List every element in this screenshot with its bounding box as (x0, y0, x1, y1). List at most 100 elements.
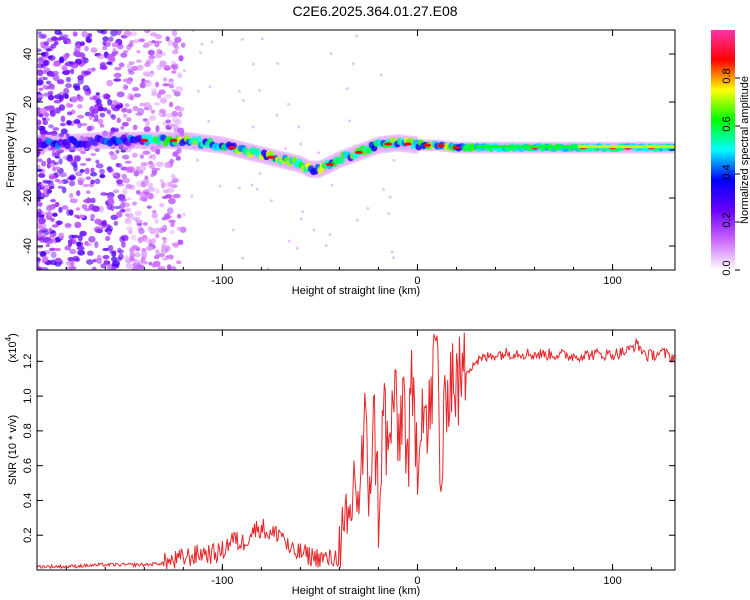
spectrogram-noise-cell (49, 233, 55, 238)
spectrogram-noise-cell (49, 247, 56, 251)
spectrogram-noise-cell (101, 191, 106, 196)
spectrogram-noise-cell (90, 47, 98, 53)
spectrogram-noise-cell (63, 87, 70, 95)
spectrogram-noise-cell (90, 217, 95, 222)
spectrogram-noise-cell (95, 159, 100, 164)
spectrogram-noise-cell (150, 145, 156, 152)
spectrogram-noise-cell (164, 94, 172, 99)
spectrogram-noise-cell (175, 260, 182, 265)
spectrogram-noise-cell (48, 175, 56, 180)
spectrogram-noise-cell (157, 253, 165, 258)
spectrogram-noise-cell (160, 181, 166, 189)
spectrogram-noise-cell (102, 130, 109, 137)
spectrogram-noise-cell (83, 198, 92, 204)
spectrogram-noise-cell (91, 266, 97, 270)
spectrogram-noise-cell (129, 39, 135, 45)
spectrogram-noise-cell (146, 73, 155, 77)
spectrogram-noise-cell (126, 79, 132, 85)
spectrogram-noise-cell (180, 42, 186, 48)
spectrogram-noise-cell (121, 147, 129, 151)
spectrogram-noise-cell (172, 151, 178, 157)
snr-scale-close: ) (7, 333, 19, 337)
spectrogram-noise-cell (60, 122, 66, 127)
spectrogram-band-cell (530, 145, 535, 149)
spectrogram-noise-cell (72, 238, 77, 245)
spectrogram-noise-cell (79, 169, 85, 173)
spectrogram-noise-cell (154, 255, 160, 260)
spectrogram-noise-cell (37, 257, 41, 262)
spectrogram-noise-cell (139, 102, 146, 107)
spectrogram-noise-cell (113, 220, 119, 226)
spectrogram-noise-cell (138, 38, 146, 43)
spectrogram-noise-cell (98, 205, 105, 213)
spectrogram-noise-cell (65, 76, 72, 83)
spectrogram-noise-cell (65, 102, 72, 108)
spectrogram-noise-cell (170, 64, 177, 69)
spectrogram-noise-cell (136, 64, 144, 71)
spectrogram-noise-cell (143, 42, 149, 47)
spectrogram-noise-cell (68, 146, 76, 153)
spectrogram-band-cell (647, 145, 652, 149)
spectrogram-band-cell (604, 145, 609, 149)
spectrogram-noise-cell (37, 62, 44, 69)
spectrogram-noise-cell (167, 181, 174, 188)
spectrogram-noise-cell (116, 179, 123, 185)
spectrogram-band-cell (522, 145, 527, 149)
spectrogram-noise-cell (148, 261, 153, 266)
spectrogram-noise-cell (97, 118, 104, 125)
spectrogram-noise-cell (37, 203, 43, 208)
spectrogram-noise-cell (133, 259, 140, 264)
spectrogram-noise-cell (134, 210, 142, 217)
spectrogram-band-cell (561, 145, 566, 149)
spectrogram-noise-cell (165, 36, 170, 42)
snr-y-tick-label: 0.8 (22, 423, 34, 438)
spectrogram-noise-cell (58, 31, 63, 36)
spectrogram-noise-cell (130, 31, 137, 37)
spectrogram-noise-cell (164, 65, 170, 70)
spectrogram-noise-cell (102, 36, 109, 42)
spectrogram-band-cell (667, 145, 672, 149)
spectrogram-noise-cell (242, 98, 246, 102)
spectrogram-noise-cell (162, 189, 170, 194)
spectrogram-noise-cell (41, 51, 46, 57)
spectrogram-noise-cell (114, 128, 119, 133)
spectrogram-noise-cell (118, 62, 125, 68)
spectrogram-band-cell (569, 145, 574, 149)
spectrogram-noise-cell (47, 104, 55, 110)
spectrogram-band-cell (573, 145, 578, 149)
spectrogram-noise-cell (129, 252, 136, 259)
spectrogram-noise-cell (113, 72, 122, 78)
spectrogram-noise-cell (154, 102, 161, 106)
spectrogram-noise-cell (129, 95, 134, 101)
spectrogram-band-cell (475, 145, 480, 149)
spectrogram-noise-cell (392, 158, 396, 162)
spectrogram-noise-cell (164, 245, 171, 252)
spectrogram-noise-cell (64, 266, 73, 270)
spectrogram-noise-cell (125, 217, 131, 223)
spectrogram-noise-cell (154, 41, 160, 48)
spectrogram-noise-cell (297, 125, 301, 129)
spectrogram-noise-cell (151, 88, 158, 94)
spectrogram-noise-cell (76, 190, 81, 197)
spectrogram-noise-cell (145, 245, 154, 251)
spectrogram-band-cell (675, 145, 679, 148)
spectrogram-noise-cell (139, 154, 145, 159)
spectrogram-noise-cell (330, 183, 334, 187)
spectrogram-noise-cell (149, 173, 155, 177)
spectrogram-y-tick-label: 0 (22, 147, 34, 153)
spectrogram-noise-cell (116, 117, 122, 124)
spectrogram-noise-cell (82, 84, 90, 92)
spectrogram-band-cell (565, 145, 570, 149)
spectrogram-noise-cell (120, 125, 125, 130)
spectrogram-noise-cell (58, 57, 65, 64)
spectrogram-noise-cell (95, 98, 102, 105)
spectrogram-band-cell (635, 145, 640, 149)
spectrogram-band-cell (581, 145, 586, 149)
spectrogram-noise-cell (161, 195, 169, 199)
spectrogram-noise-cell (237, 186, 241, 190)
spectrogram-noise-cell (46, 157, 52, 165)
spectrogram-ridge-cell (195, 136, 202, 144)
spectrogram-noise-cell (159, 60, 167, 68)
spectrogram-noise-cell (117, 247, 122, 254)
spectrogram-noise-cell (148, 58, 155, 64)
